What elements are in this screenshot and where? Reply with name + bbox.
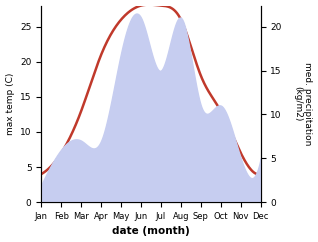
Y-axis label: max temp (C): max temp (C) (5, 73, 15, 135)
X-axis label: date (month): date (month) (112, 227, 190, 236)
Y-axis label: med. precipitation
(kg/m2): med. precipitation (kg/m2) (293, 62, 313, 145)
